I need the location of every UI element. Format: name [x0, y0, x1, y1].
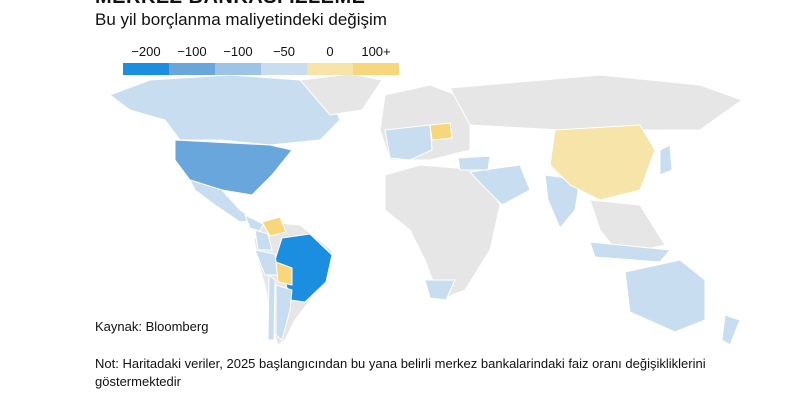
indonesia: [589, 241, 671, 263]
legend-swatch: [307, 63, 353, 75]
countries: [108, 73, 744, 346]
legend-swatch: [261, 63, 307, 75]
western-europe: [384, 124, 433, 161]
note: Not: Haritadaki veriler, 2025 başlangıcı…: [95, 356, 706, 389]
legend-label: −100: [177, 44, 206, 59]
south-africa: [424, 279, 456, 301]
china: [549, 124, 656, 201]
chile: [267, 273, 276, 341]
usa: [174, 139, 293, 196]
legend-swatch: [123, 63, 169, 75]
legend-swatch: [353, 63, 399, 75]
legend-label: 0: [326, 44, 333, 59]
legend-swatch: [169, 63, 215, 75]
japan: [659, 144, 673, 176]
title: MERKEZ BANKASI İZLEME: [95, 0, 366, 9]
colombia: [254, 229, 273, 251]
source: Kaynak: Bloomberg: [95, 319, 209, 334]
legend-label: 100+: [361, 44, 390, 59]
middle-east: [468, 164, 531, 206]
russia: [449, 74, 744, 131]
turkey: [457, 155, 491, 171]
legend-label: −50: [273, 44, 295, 59]
new-zealand: [721, 314, 741, 346]
legend: −200 −100 −100 −50 0 100+: [123, 44, 399, 75]
legend-swatch: [215, 63, 261, 75]
australia: [624, 259, 706, 333]
legend-label: −200: [131, 44, 160, 59]
argentina: [275, 284, 293, 341]
bolivia: [275, 261, 293, 286]
legend-label: −100: [223, 44, 252, 59]
poland: [429, 122, 453, 141]
venezuela: [261, 216, 287, 237]
subtitle: Bu yil borçlanma maliyetindeki değişim: [95, 10, 387, 29]
